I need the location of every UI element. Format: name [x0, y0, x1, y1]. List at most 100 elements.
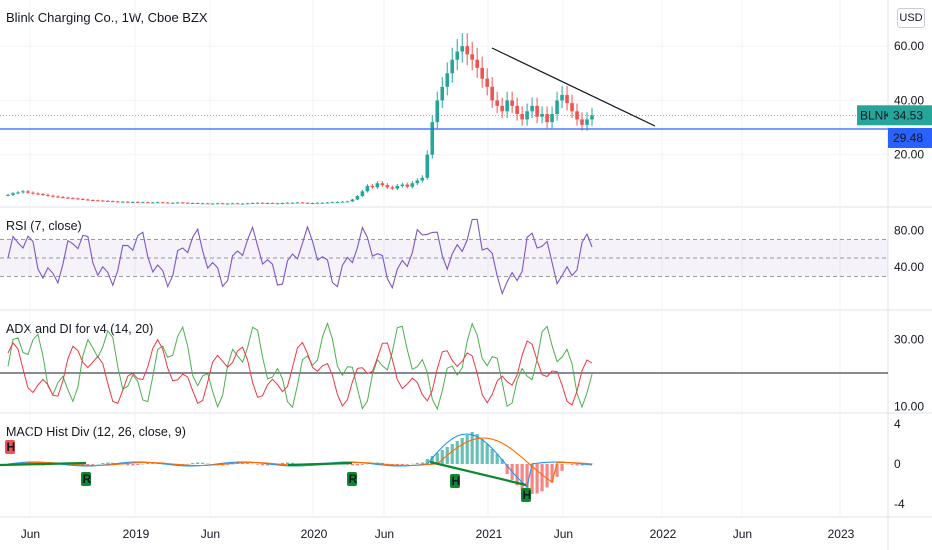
candle-body [240, 203, 245, 205]
candle-body [91, 200, 95, 202]
macd-histogram-bar [560, 464, 564, 471]
macd-histogram-bar [430, 456, 434, 464]
candle-body [530, 105, 534, 112]
candle-body [245, 203, 250, 205]
macd-histogram-bar [435, 453, 439, 464]
macd-histogram-bar [101, 462, 105, 464]
macd-histogram-bar [345, 464, 350, 465]
rsi-title: RSI (7, close) [6, 219, 82, 233]
candle-body [225, 203, 230, 205]
divergence-line [429, 460, 527, 487]
candle-body [185, 202, 190, 204]
candle-body [280, 203, 285, 205]
divergence-marker-label: R [349, 472, 358, 486]
rsi-tick: 40.00 [894, 260, 924, 274]
candle-body [106, 200, 110, 202]
macd-histogram-bar [540, 464, 544, 492]
macd-histogram-bar [186, 463, 190, 465]
macd-histogram-bar [440, 450, 444, 464]
macd-histogram-bar [196, 462, 200, 464]
candle-body [320, 202, 325, 204]
divergence-marker-label: H [523, 488, 532, 502]
macd-histogram-bar [201, 462, 205, 464]
candle-body [390, 187, 395, 189]
candle-body [485, 78, 489, 87]
macd-histogram-bar [106, 462, 110, 464]
divergence-line [0, 461, 87, 467]
candle-body [195, 203, 200, 205]
candle-body [145, 202, 150, 204]
divergence-marker [450, 474, 460, 488]
candle-body [255, 202, 260, 204]
candle-body [51, 195, 55, 197]
time-axis-label: 2021 [476, 527, 503, 541]
last-price-label: 34.53 [893, 108, 923, 122]
candle-body [370, 185, 375, 188]
macd-histogram-bar [480, 439, 484, 464]
time-axis-label: 2020 [301, 527, 328, 541]
macd-histogram-bar [250, 463, 255, 465]
macd-histogram-bar [91, 464, 95, 465]
candle-body [150, 202, 155, 204]
candle-body [81, 198, 85, 200]
candle-body [66, 197, 70, 199]
adx-minus-di-line [7, 338, 593, 407]
candle-body [365, 185, 370, 192]
divergence-line [287, 461, 353, 467]
trend-line[interactable] [491, 47, 656, 127]
candle-body [71, 198, 75, 200]
candle-body [21, 191, 25, 193]
adx-plus-di-line [7, 321, 593, 411]
time-axis-label: 2019 [123, 527, 150, 541]
macd-histogram-bar [240, 462, 245, 464]
candle-body [490, 86, 494, 101]
candle-body [510, 100, 514, 106]
candle-body [480, 67, 484, 79]
macd-tick: 0 [894, 457, 901, 471]
macd-histogram-bar [460, 438, 464, 464]
candle-body [310, 203, 315, 205]
candle-body [210, 203, 215, 205]
macd-histogram-bar [530, 464, 534, 494]
candle-body [345, 201, 350, 203]
candle-body [46, 194, 50, 196]
divergence-marker [81, 472, 91, 486]
candle-body [170, 202, 175, 204]
macd-histogram-bar [420, 462, 424, 464]
macd-histogram-bar [380, 462, 384, 464]
price-tick: 60.00 [894, 39, 924, 53]
currency-button[interactable]: USD [897, 8, 925, 28]
adx-tick: 30.00 [894, 333, 924, 347]
candle-body [580, 119, 584, 125]
macd-histogram-bar [231, 463, 235, 465]
candle-body [575, 111, 579, 120]
macd-histogram-bar [425, 459, 429, 464]
candle-body [545, 114, 549, 123]
macd-histogram-bar [525, 464, 529, 493]
macd-histogram-bar [550, 464, 554, 483]
candle-body [470, 54, 475, 60]
divergence-marker [5, 440, 15, 454]
candle-body [350, 199, 355, 202]
line-price-tag [888, 127, 932, 148]
macd-histogram-bar [515, 464, 519, 486]
macd-histogram-bar [520, 464, 524, 490]
macd-histogram-bar [545, 464, 549, 488]
candle-body [160, 202, 165, 204]
divergence-marker [521, 488, 531, 502]
candle-body [395, 185, 400, 189]
candle-body [460, 46, 465, 52]
macd-histogram-bar [405, 464, 409, 465]
time-axis-label: Jun [201, 527, 220, 541]
candle-body [315, 202, 320, 204]
candle-body [175, 202, 180, 204]
candle-body [565, 95, 569, 104]
macd-histogram-bar [465, 435, 469, 464]
macd-title: MACD Hist Div (12, 26, close, 9) [6, 425, 186, 439]
candle-body [450, 59, 455, 74]
macd-histogram-bar [146, 462, 150, 464]
macd-histogram-bar [290, 462, 295, 464]
candle-body [260, 202, 265, 204]
macd-histogram-bar [86, 464, 90, 466]
